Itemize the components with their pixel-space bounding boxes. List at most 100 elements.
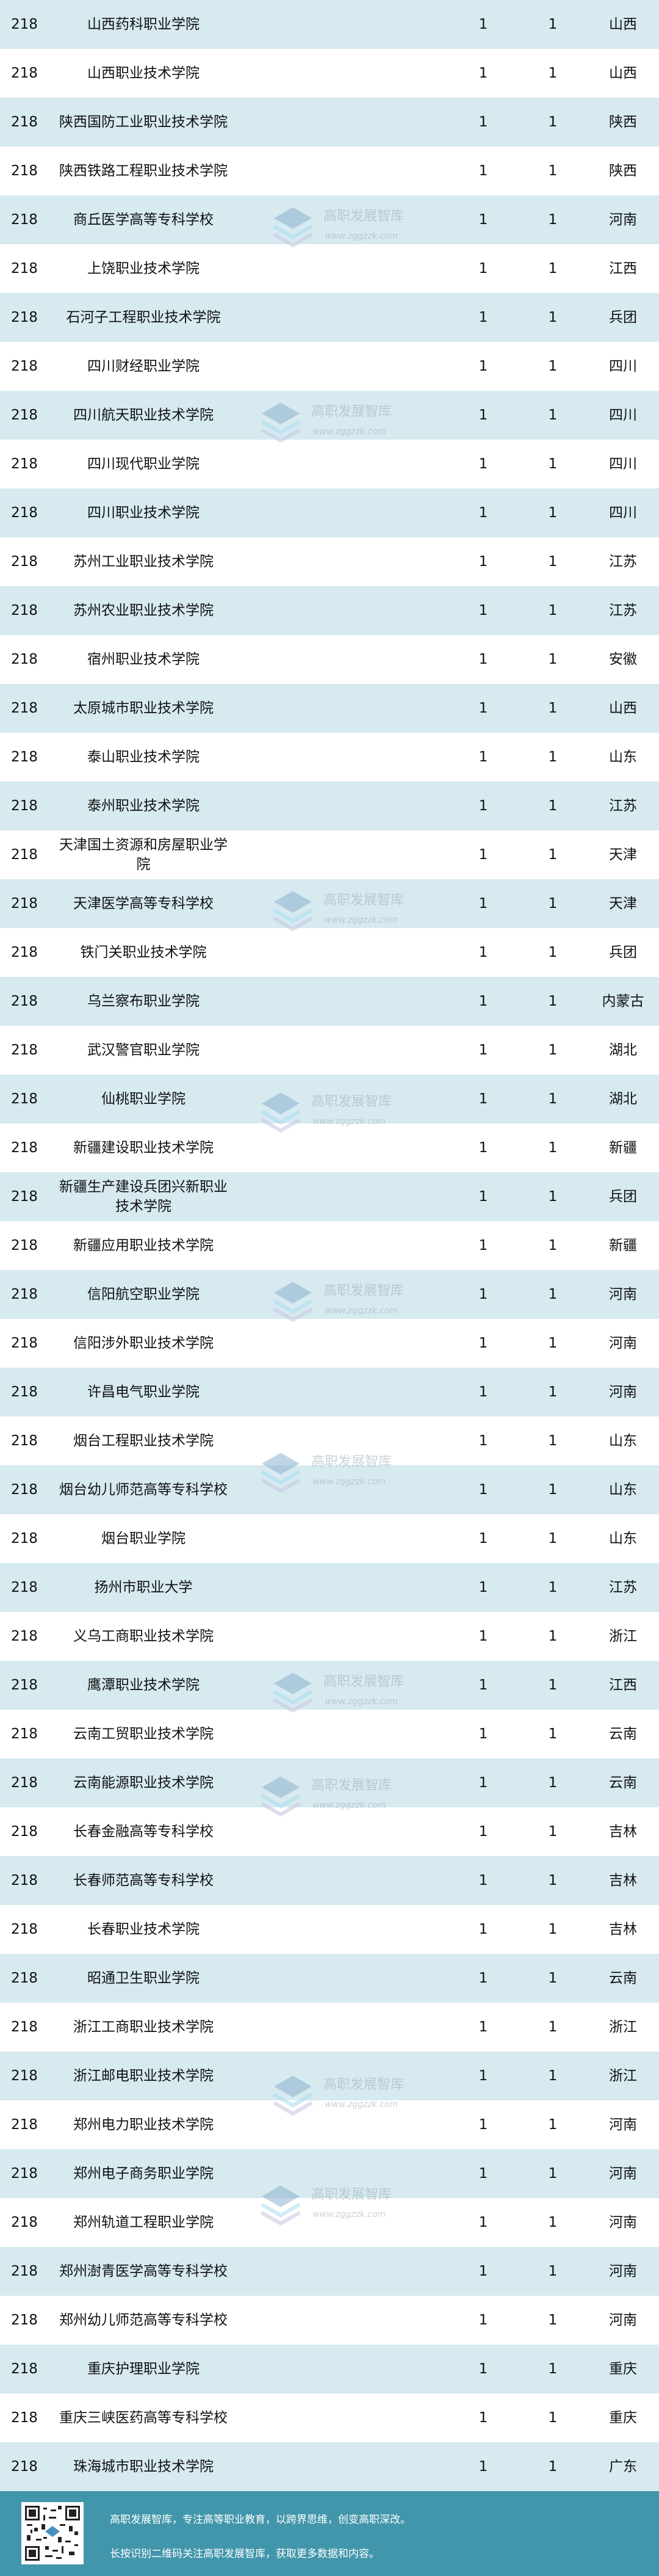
count-cell-2: 1 bbox=[548, 65, 558, 81]
province-cell: 河南 bbox=[609, 2312, 637, 2328]
count-cell-2: 1 bbox=[548, 1091, 558, 1107]
table-row: 218 苏州工业职业技术学院 1 1 江苏 bbox=[0, 537, 659, 586]
table-row: 218 四川航天职业技术学院 1 1 四川 bbox=[0, 391, 659, 440]
count-cell-2: 1 bbox=[548, 505, 558, 521]
count-cell-1: 1 bbox=[478, 2361, 488, 2377]
rank-cell: 218 bbox=[11, 163, 38, 179]
count-cell-2: 1 bbox=[548, 2459, 558, 2475]
rank-cell: 218 bbox=[11, 651, 38, 667]
rank-cell: 218 bbox=[11, 1286, 38, 1302]
province-cell: 云南 bbox=[609, 1726, 637, 1742]
province-cell: 河南 bbox=[609, 2215, 637, 2230]
college-name-cell: 武汉警官职业学院 bbox=[87, 1042, 200, 1058]
college-name-cell: 泰州职业技术学院 bbox=[87, 798, 200, 814]
count-cell-2: 1 bbox=[548, 1140, 558, 1156]
province-cell: 云南 bbox=[609, 1970, 637, 1986]
rank-cell: 218 bbox=[11, 1531, 38, 1547]
table-row: 218 陕西铁路工程职业技术学院 1 1 陕西 bbox=[0, 147, 659, 195]
rank-cell: 218 bbox=[11, 1335, 38, 1351]
table-row: 218 天津医学高等专科学校 1 1 天津 bbox=[0, 879, 659, 928]
table-row: 218 铁门关职业技术学院 1 1 兵团 bbox=[0, 928, 659, 977]
table-row: 218 新疆建设职业技术学院 1 1 新疆 bbox=[0, 1123, 659, 1172]
province-cell: 河南 bbox=[609, 1384, 637, 1400]
college-name-cell: 太原城市职业技术学院 bbox=[73, 700, 214, 716]
count-cell-1: 1 bbox=[478, 407, 488, 423]
table-row: 218 宿州职业技术学院 1 1 安徽 bbox=[0, 635, 659, 684]
college-name-cell: 陕西国防工业职业技术学院 bbox=[59, 114, 228, 130]
count-cell-1: 1 bbox=[478, 1042, 488, 1058]
province-cell: 湖北 bbox=[609, 1042, 637, 1058]
province-cell: 山西 bbox=[609, 65, 637, 81]
rank-cell: 218 bbox=[11, 1091, 38, 1107]
college-name-cell: 鹰潭职业技术学院 bbox=[87, 1677, 200, 1693]
rank-cell: 218 bbox=[11, 1775, 38, 1791]
province-cell: 山东 bbox=[609, 1433, 637, 1449]
rank-cell: 218 bbox=[11, 1677, 38, 1693]
province-cell: 江苏 bbox=[609, 554, 637, 570]
college-name-cell: 义乌工商职业技术学院 bbox=[73, 1628, 214, 1644]
count-cell-1: 1 bbox=[478, 2263, 488, 2279]
count-cell-2: 1 bbox=[548, 163, 558, 179]
count-cell-2: 1 bbox=[548, 1726, 558, 1742]
college-name-cell: 烟台幼儿师范高等专科学校 bbox=[59, 1482, 228, 1498]
rank-cell: 218 bbox=[11, 603, 38, 619]
count-cell-1: 1 bbox=[478, 212, 488, 228]
province-cell: 四川 bbox=[609, 456, 637, 472]
count-cell-2: 1 bbox=[548, 212, 558, 228]
province-cell: 江西 bbox=[609, 1677, 637, 1693]
province-cell: 新疆 bbox=[609, 1140, 637, 1156]
rank-cell: 218 bbox=[11, 212, 38, 228]
count-cell-2: 1 bbox=[548, 1286, 558, 1302]
table-row: 218 四川职业技术学院 1 1 四川 bbox=[0, 488, 659, 537]
count-cell-2: 1 bbox=[548, 1189, 558, 1205]
table-row: 218 山西职业技术学院 1 1 山西 bbox=[0, 49, 659, 98]
table-row: 218 山西药科职业学院 1 1 山西 bbox=[0, 0, 659, 49]
college-name-cell: 四川现代职业学院 bbox=[87, 456, 200, 472]
count-cell-1: 1 bbox=[478, 261, 488, 277]
rank-cell: 218 bbox=[11, 1824, 38, 1840]
count-cell-1: 1 bbox=[478, 700, 488, 716]
count-cell-2: 1 bbox=[548, 2263, 558, 2279]
count-cell-1: 1 bbox=[478, 2117, 488, 2133]
rank-cell: 218 bbox=[11, 1189, 38, 1205]
rank-cell: 218 bbox=[11, 1628, 38, 1644]
count-cell-2: 1 bbox=[548, 554, 558, 570]
count-cell-2: 1 bbox=[548, 798, 558, 814]
count-cell-2: 1 bbox=[548, 1775, 558, 1791]
rank-cell: 218 bbox=[11, 1873, 38, 1888]
rank-cell: 218 bbox=[11, 2019, 38, 2035]
college-name-cell: 石河子工程职业技术学院 bbox=[66, 310, 221, 325]
rank-cell: 218 bbox=[11, 896, 38, 912]
count-cell-1: 1 bbox=[478, 2459, 488, 2475]
province-cell: 河南 bbox=[609, 2263, 637, 2279]
count-cell-2: 1 bbox=[548, 1531, 558, 1547]
count-cell-2: 1 bbox=[548, 1677, 558, 1693]
count-cell-1: 1 bbox=[478, 505, 488, 521]
college-name-cell: 苏州农业职业技术学院 bbox=[73, 603, 214, 619]
college-name-cell: 云南能源职业技术学院 bbox=[73, 1775, 214, 1791]
table-row: 218 新疆生产建设兵团兴新职业技术学院 1 1 兵团 bbox=[0, 1172, 659, 1221]
count-cell-1: 1 bbox=[478, 651, 488, 667]
rank-cell: 218 bbox=[11, 16, 38, 32]
college-name-cell: 郑州电子商务职业学院 bbox=[73, 2166, 214, 2182]
count-cell-2: 1 bbox=[548, 993, 558, 1009]
count-cell-1: 1 bbox=[478, 1091, 488, 1107]
footer-slogan: 高职发展智库，专注高等职业教育，以跨界思维，创变高职深改。 bbox=[110, 2514, 411, 2526]
province-cell: 重庆 bbox=[609, 2361, 637, 2377]
college-name-cell: 许昌电气职业学院 bbox=[87, 1384, 200, 1400]
rank-cell: 218 bbox=[11, 2459, 38, 2475]
count-cell-1: 1 bbox=[478, 1677, 488, 1693]
count-cell-1: 1 bbox=[478, 2166, 488, 2182]
table-row: 218 长春师范高等专科学校 1 1 吉林 bbox=[0, 1856, 659, 1905]
count-cell-1: 1 bbox=[478, 310, 488, 325]
count-cell-1: 1 bbox=[478, 798, 488, 814]
province-cell: 云南 bbox=[609, 1775, 637, 1791]
rank-cell: 218 bbox=[11, 749, 38, 765]
table-row: 218 泰山职业技术学院 1 1 山东 bbox=[0, 733, 659, 782]
province-cell: 浙江 bbox=[609, 2019, 637, 2035]
province-cell: 安徽 bbox=[609, 651, 637, 667]
college-name-cell: 重庆三峡医药高等专科学校 bbox=[59, 2410, 228, 2426]
province-cell: 四川 bbox=[609, 407, 637, 423]
count-cell-2: 1 bbox=[548, 1384, 558, 1400]
count-cell-1: 1 bbox=[478, 2019, 488, 2035]
